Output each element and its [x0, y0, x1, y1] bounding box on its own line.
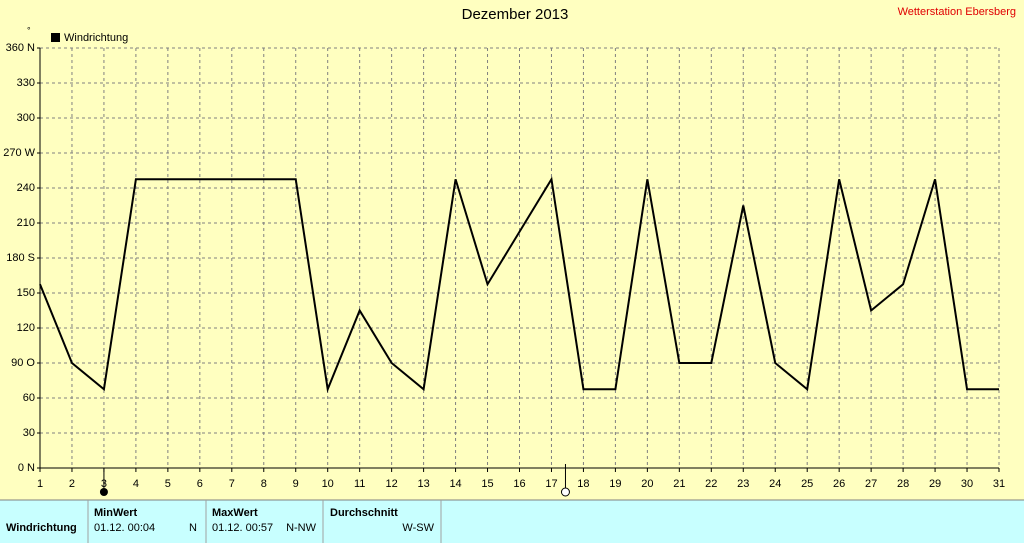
x-tick-label: 29 — [929, 478, 941, 490]
y-unit: ° — [27, 25, 31, 35]
cell-value: N — [189, 522, 197, 534]
x-tick-label: 26 — [833, 478, 845, 490]
x-tick-label: 21 — [673, 478, 685, 490]
data-line — [39, 176, 999, 393]
y-tick-label: 180 S — [6, 252, 35, 264]
x-tick-label: 17 — [545, 478, 557, 490]
legend-swatch — [51, 33, 60, 42]
y-tick-label: 270 W — [3, 147, 35, 159]
x-tick-label: 19 — [609, 478, 621, 490]
column-header: MaxWert — [212, 507, 258, 519]
x-tick-label: 10 — [322, 478, 334, 490]
cursor-marker — [560, 487, 570, 497]
chart-title: Dezember 2013 — [462, 6, 569, 23]
y-tick-label: 120 — [17, 322, 35, 334]
y-tick-label: 240 — [17, 182, 35, 194]
x-tick-label: 6 — [197, 478, 203, 490]
x-tick-label: 16 — [513, 478, 525, 490]
y-tick-label: 90 O — [11, 357, 35, 369]
cell-date: 01.12. 00:57 — [212, 522, 273, 534]
column-header: Durchschnitt — [330, 507, 398, 519]
y-tick-label: 30 — [23, 427, 35, 439]
y-tick-label: 60 — [23, 392, 35, 404]
x-tick-label: 13 — [417, 478, 429, 490]
x-tick-label: 31 — [993, 478, 1005, 490]
cell-value: N-NW — [286, 522, 317, 534]
x-tick-label: 22 — [705, 478, 717, 490]
x-tick-label: 18 — [577, 478, 589, 490]
x-tick-label: 23 — [737, 478, 749, 490]
x-tick-label: 20 — [641, 478, 653, 490]
cell-value: W-SW — [402, 522, 434, 534]
legend-label: Windrichtung — [64, 32, 128, 44]
x-tick-label: 7 — [229, 478, 235, 490]
column-header: MinWert — [94, 507, 138, 519]
y-tick-label: 300 — [17, 112, 35, 124]
cell-date: 01.12. 00:04 — [94, 522, 155, 534]
x-tick-label: 9 — [293, 478, 299, 490]
x-tick-label: 27 — [865, 478, 877, 490]
station-name: Wetterstation Ebersberg — [898, 6, 1016, 18]
cursor-marker — [99, 488, 108, 496]
x-tick-label: 14 — [449, 478, 461, 490]
x-tick-label: 4 — [133, 478, 139, 490]
x-tick-label: 5 — [165, 478, 171, 490]
x-tick-label: 12 — [386, 478, 398, 490]
x-tick-label: 1 — [37, 478, 43, 490]
y-tick-label: 150 — [17, 287, 35, 299]
x-tick-label: 15 — [481, 478, 493, 490]
x-tick-label: 8 — [261, 478, 267, 490]
y-tick-label: 0 N — [18, 462, 35, 474]
info-panel — [0, 500, 1024, 543]
x-tick-label: 28 — [897, 478, 909, 490]
x-tick-label: 2 — [69, 478, 75, 490]
y-tick-label: 210 — [17, 217, 35, 229]
x-tick-label: 25 — [801, 478, 813, 490]
x-tick-label: 30 — [961, 478, 973, 490]
x-tick-label: 24 — [769, 478, 781, 490]
y-tick-label: 360 N — [6, 42, 35, 54]
y-tick-label: 330 — [17, 77, 35, 89]
row-label: Windrichtung — [6, 522, 77, 534]
x-tick-label: 11 — [354, 478, 365, 490]
